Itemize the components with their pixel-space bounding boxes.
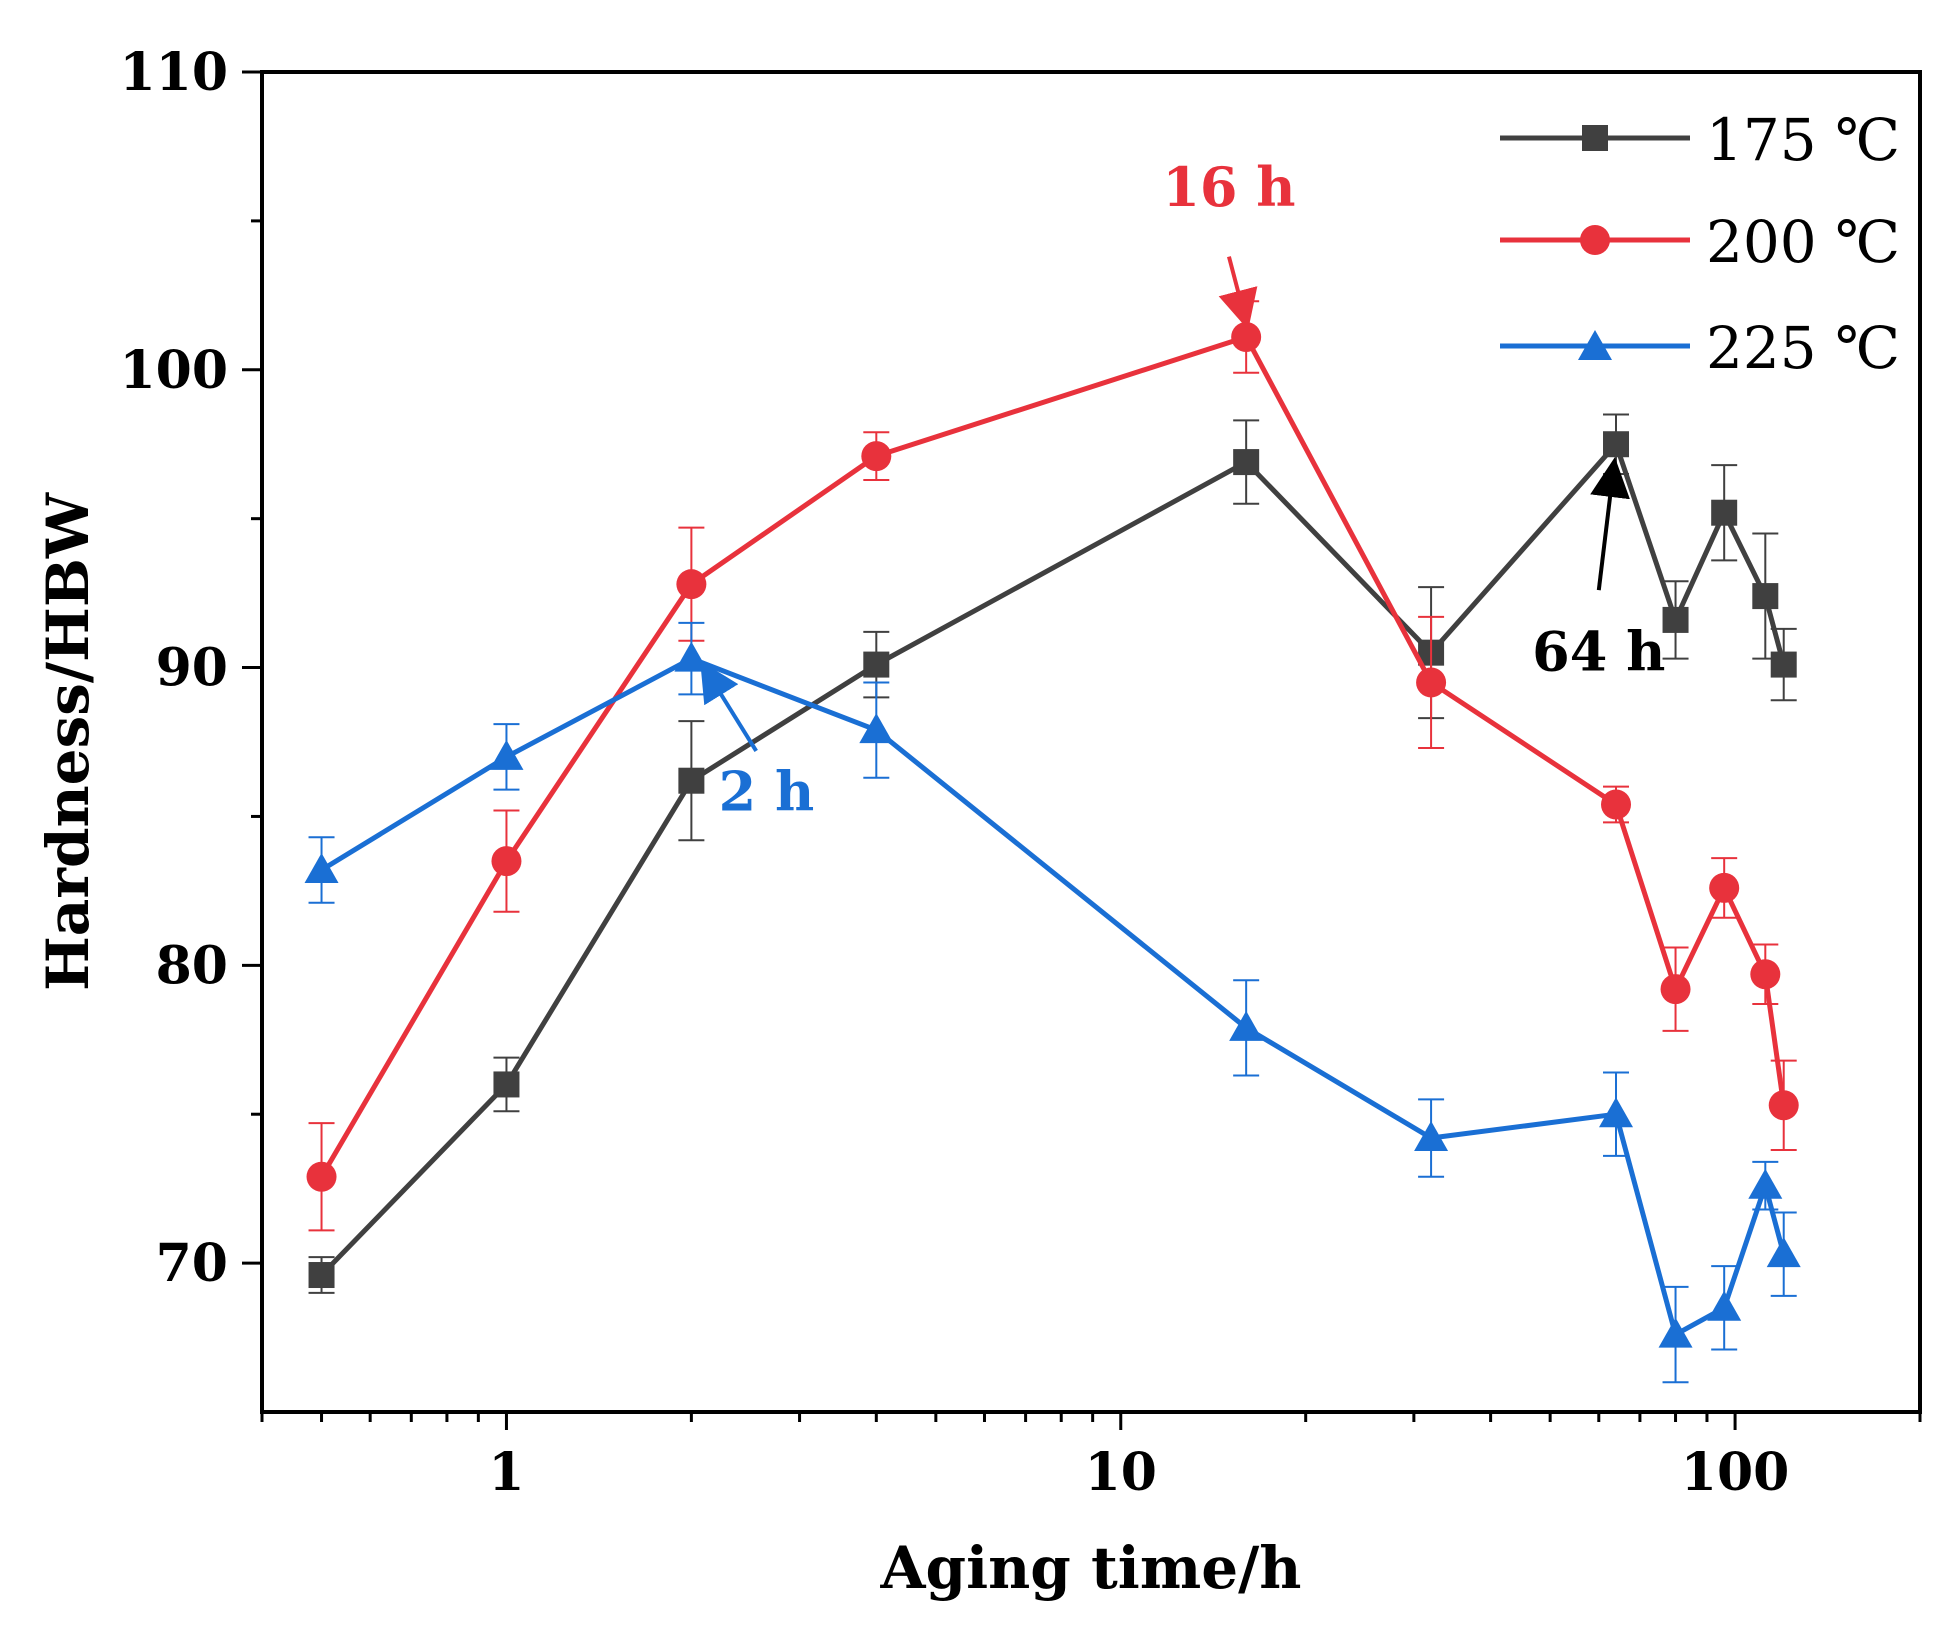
y-tick-label: 70 — [156, 1233, 228, 1294]
data-point-square — [493, 1071, 520, 1098]
data-point-square — [1233, 449, 1260, 476]
annotation-arrow — [700, 660, 758, 752]
data-point-square — [863, 651, 890, 678]
legend-label-175: 175 ℃ — [1706, 106, 1900, 174]
data-point-square — [308, 1262, 335, 1289]
series-layer — [304, 300, 1801, 1384]
y-tick-label: 80 — [156, 935, 228, 996]
legend-entry-225: 225 ℃ — [1500, 314, 1900, 382]
data-point-circle — [306, 1161, 337, 1192]
data-point-triangle — [1229, 1010, 1264, 1041]
annotation-arrow — [1590, 457, 1630, 591]
legend-marker-200 — [1580, 225, 1610, 255]
x-tick-label: 1 — [488, 1442, 524, 1503]
y-tick-label: 90 — [156, 638, 228, 699]
series-200 — [306, 300, 1799, 1232]
plot-frame — [260, 70, 1922, 1414]
y-axis-ticks: 70 80 90 100 110 — [119, 42, 262, 1294]
data-point-square — [678, 767, 705, 794]
annotation-layer: 16 h 2 h 64 h — [700, 155, 1665, 823]
legend-marker-225 — [1578, 330, 1612, 360]
series-line-225 — [320, 656, 1787, 1338]
annotation-2h: 2 h — [700, 660, 815, 823]
data-point-triangle — [1748, 1168, 1783, 1199]
markers-175 — [308, 431, 1797, 1289]
data-point-square — [1770, 651, 1797, 678]
x-axis-label: Aging time/h — [880, 1534, 1302, 1602]
legend-label-225: 225 ℃ — [1706, 314, 1900, 382]
legend: 175 ℃ 200 ℃ 225 ℃ — [1500, 106, 1900, 382]
data-point-triangle — [1707, 1290, 1742, 1321]
annotation-text: 16 h — [1162, 155, 1295, 219]
y-axis-label: Hardness/HBW — [34, 492, 102, 991]
markers-200 — [306, 322, 1799, 1192]
legend-entry-175: 175 ℃ — [1500, 106, 1900, 174]
y-tick-label: 100 — [119, 340, 228, 401]
annotation-16h: 16 h — [1162, 155, 1296, 330]
series-225 — [304, 621, 1801, 1384]
data-point-square — [1603, 431, 1630, 458]
x-tick-label: 100 — [1681, 1442, 1790, 1503]
x-axis-ticks: 1 10 100 — [260, 1412, 1922, 1503]
error-bars-225 — [308, 621, 1797, 1384]
data-point-triangle — [674, 641, 709, 672]
markers-225 — [304, 641, 1801, 1348]
data-point-triangle — [1766, 1237, 1801, 1268]
data-point-square — [1752, 583, 1779, 610]
series-line-200 — [319, 334, 1787, 1179]
series-175 — [308, 413, 1797, 1294]
data-point-circle — [1601, 789, 1632, 820]
data-point-triangle — [1599, 1097, 1634, 1128]
legend-label-200: 200 ℃ — [1706, 208, 1900, 276]
data-point-square — [1662, 606, 1689, 633]
data-point-triangle — [304, 853, 339, 884]
data-point-circle — [1768, 1090, 1799, 1121]
data-point-circle — [676, 569, 707, 600]
legend-entry-200: 200 ℃ — [1500, 208, 1900, 276]
series-line-175 — [319, 441, 1787, 1277]
data-point-triangle — [1658, 1317, 1693, 1348]
data-point-circle — [1660, 974, 1691, 1005]
data-point-circle — [861, 441, 892, 472]
legend-marker-175 — [1582, 125, 1608, 151]
data-point-triangle — [859, 713, 894, 744]
data-point-circle — [1709, 872, 1740, 903]
data-point-circle — [491, 846, 522, 877]
y-tick-label: 110 — [119, 42, 228, 103]
data-point-triangle — [1414, 1121, 1449, 1152]
annotation-text: 64 h — [1532, 620, 1665, 684]
data-point-circle — [1416, 667, 1447, 698]
data-point-square — [1711, 499, 1738, 526]
annotation-arrow — [1218, 256, 1258, 330]
annotation-64h: 64 h — [1532, 457, 1665, 684]
data-point-circle — [1231, 322, 1262, 353]
data-point-circle — [1750, 959, 1781, 990]
error-bars-200 — [308, 300, 1797, 1232]
data-point-triangle — [489, 739, 524, 770]
annotation-text: 2 h — [719, 759, 815, 823]
error-bars-175 — [308, 413, 1797, 1294]
x-tick-label: 10 — [1085, 1442, 1157, 1503]
